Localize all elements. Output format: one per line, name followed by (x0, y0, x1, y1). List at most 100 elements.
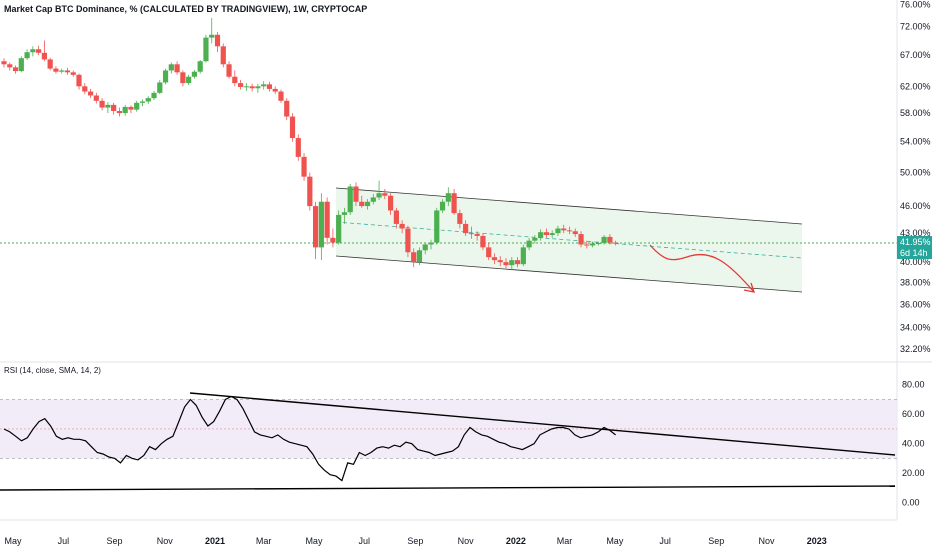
candle-body (388, 195, 394, 211)
candle-body (76, 74, 82, 87)
rsi-tick-label: 0.00 (902, 498, 920, 508)
candle (24, 49, 30, 61)
candle (416, 247, 423, 266)
candle-body (359, 201, 365, 207)
candle-body (162, 70, 169, 83)
candle (116, 107, 123, 117)
candle (428, 239, 434, 250)
candle (301, 153, 307, 181)
candle (249, 83, 255, 92)
candle-body (237, 83, 244, 87)
candle (36, 45, 42, 56)
candle-body (174, 64, 180, 73)
candle (237, 79, 244, 90)
candle (543, 228, 550, 238)
time-axis[interactable]: May Jul Sep Nov 2021 Mar May Jul Sep Nov 2022 Mar Ma… (0, 519, 897, 546)
candle-body (503, 262, 509, 266)
candle-body (399, 223, 405, 229)
price-tick-label: 76.00% (900, 0, 931, 10)
price-pane[interactable] (0, 18, 897, 293)
candle (278, 89, 284, 103)
candle-body (584, 244, 590, 246)
candle (486, 242, 492, 261)
candle-body (59, 70, 65, 72)
candle (226, 61, 232, 79)
price-tick-label: 38.00% (900, 278, 931, 288)
candle-body (145, 98, 151, 102)
candle-body (157, 82, 163, 93)
price-axis[interactable]: 76.00% 72.00% 67.00% 62.00% 58.00% 54.00% 50.0… (896, 0, 932, 520)
rsi-tick-label: 60.00 (902, 409, 925, 419)
price-tick-label: 62.00% (900, 81, 931, 91)
candle (607, 234, 613, 245)
candle (243, 83, 249, 91)
time-tick-labels: May Jul Sep Nov 2021 Mar May Jul Sep Nov 2022 Mar Ma… (5, 536, 827, 546)
candle (434, 207, 440, 245)
channel-mid-line[interactable] (335, 221, 803, 259)
candle (30, 46, 36, 57)
candle-body (168, 64, 174, 71)
candle-body (82, 86, 88, 92)
candle (514, 257, 521, 268)
candle (526, 237, 532, 251)
candle (99, 98, 105, 111)
time-tick-label: 2022 (506, 536, 526, 546)
candle (93, 92, 99, 104)
candle-body (47, 59, 53, 69)
candle-body (295, 138, 301, 157)
time-tick-label: Jul (659, 536, 671, 546)
candle-body (468, 233, 474, 235)
time-tick-label: Sep (106, 536, 122, 546)
candle-body (93, 95, 99, 101)
candle-body (191, 71, 198, 77)
channel-upper-line[interactable] (335, 187, 803, 225)
candle (601, 235, 607, 245)
candle-body (411, 252, 417, 263)
candle-body (526, 240, 532, 248)
candle-body (36, 49, 42, 53)
candle (168, 62, 174, 74)
candle-body (249, 86, 255, 89)
candle-body (30, 49, 36, 53)
candle-body (7, 64, 13, 68)
candle (341, 207, 348, 224)
time-tick-label: Sep (407, 536, 423, 546)
candle (364, 199, 371, 210)
time-tick-label: May (305, 536, 323, 546)
rsi-resistance-trendline[interactable] (189, 392, 896, 456)
candle-body (538, 232, 544, 238)
candle-body (220, 46, 226, 65)
candle (509, 257, 515, 271)
rsi-tick-labels: 80.00 60.00 40.00 20.00 0.00 (902, 380, 925, 508)
price-badge-bg (897, 236, 932, 259)
price-badge-countdown: 6d 14h (900, 248, 928, 258)
chart-title: Market Cap BTC Dominance, % (CALCULATED … (4, 4, 367, 14)
candle-body (543, 232, 550, 236)
projection-arrow[interactable] (649, 244, 755, 293)
candle-body (70, 72, 76, 75)
rsi-support-trendline[interactable] (0, 485, 896, 491)
rsi-pane[interactable]: 80.00 60.00 40.00 20.00 0.00 RSI (14, close,… (0, 366, 925, 508)
candle-body (301, 156, 307, 177)
candle-body (566, 230, 573, 232)
candle-body (434, 210, 440, 243)
time-tick-label: Mar (256, 536, 272, 546)
candle (578, 231, 584, 248)
price-tick-label: 43.00% (900, 228, 931, 238)
candle (388, 193, 394, 215)
candle-body (261, 84, 267, 87)
candle-body (353, 186, 359, 202)
candle (555, 225, 561, 236)
candle-body (451, 193, 457, 214)
candle (12, 65, 19, 74)
rsi-indicator-label: RSI (14, close, SMA, 14, 2) (4, 366, 101, 375)
time-tick-label: May (606, 536, 624, 546)
candle (157, 79, 163, 95)
candle (272, 86, 278, 95)
candle-body (232, 76, 238, 84)
candle-body (497, 260, 503, 263)
candle (203, 34, 209, 63)
candle-body (445, 193, 451, 202)
price-tick-label: 34.00% (900, 322, 931, 332)
candle-body (382, 193, 388, 196)
